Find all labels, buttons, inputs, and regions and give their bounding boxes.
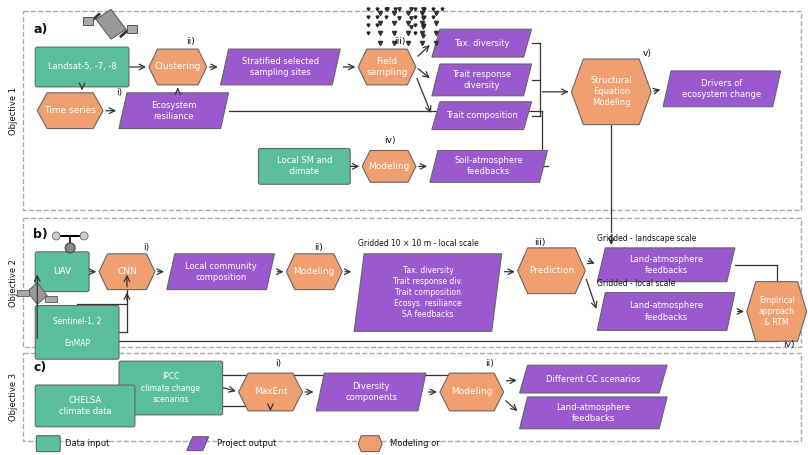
Text: Land-atmosphere
feedbacks: Land-atmosphere feedbacks: [556, 403, 630, 423]
Text: Different CC scenarios: Different CC scenarios: [546, 374, 641, 384]
Text: Modeling: Modeling: [293, 267, 335, 276]
Text: ii): ii): [314, 243, 322, 253]
FancyBboxPatch shape: [45, 296, 57, 302]
Text: Stratified selected
sampling sites: Stratified selected sampling sites: [242, 57, 319, 77]
Text: Modeling: Modeling: [451, 388, 492, 396]
Polygon shape: [520, 365, 667, 393]
Text: Gridded - local scale: Gridded - local scale: [597, 278, 675, 288]
Polygon shape: [166, 254, 275, 290]
Text: Sentinel-1, 2

EnMAP: Sentinel-1, 2 EnMAP: [53, 317, 101, 348]
Text: Objective 1: Objective 1: [9, 87, 18, 135]
Text: Empirical
approach
& RTM: Empirical approach & RTM: [759, 296, 795, 327]
Text: Tax. diversity: Tax. diversity: [454, 39, 510, 48]
Polygon shape: [149, 49, 207, 85]
Polygon shape: [432, 64, 532, 96]
Circle shape: [65, 243, 75, 253]
Text: Gridded - landscape scale: Gridded - landscape scale: [597, 234, 696, 243]
Polygon shape: [96, 10, 126, 39]
Text: Data input: Data input: [65, 439, 110, 448]
Polygon shape: [286, 254, 343, 290]
Text: a): a): [33, 23, 48, 36]
Circle shape: [80, 232, 88, 240]
FancyBboxPatch shape: [36, 305, 119, 359]
FancyBboxPatch shape: [36, 252, 89, 292]
Text: Trait composition: Trait composition: [446, 111, 518, 120]
Polygon shape: [432, 102, 532, 130]
Polygon shape: [362, 151, 416, 182]
Text: Soil-atmosphere
feedbacks: Soil-atmosphere feedbacks: [454, 157, 523, 177]
Polygon shape: [358, 49, 416, 85]
Polygon shape: [187, 437, 208, 450]
Text: iii): iii): [534, 238, 545, 248]
Text: Structural
Equation
Modeling: Structural Equation Modeling: [591, 76, 632, 107]
Text: Local SM and
climate: Local SM and climate: [276, 157, 332, 177]
Text: ii): ii): [486, 359, 494, 368]
Text: Gridded 10 × 10 m - local scale: Gridded 10 × 10 m - local scale: [358, 239, 479, 248]
Polygon shape: [571, 59, 651, 125]
Polygon shape: [238, 373, 302, 411]
Text: Ecosystem
resiliance: Ecosystem resiliance: [151, 101, 196, 121]
Text: CNN: CNN: [117, 267, 137, 276]
Text: Tax. diversity
Trait response div.
Trait composition
Ecosys. resiliance
SA feedb: Tax. diversity Trait response div. Trait…: [393, 266, 463, 319]
Text: Land-atmosphere
feedbacks: Land-atmosphere feedbacks: [629, 255, 703, 275]
Text: Modeling or: Modeling or: [390, 439, 440, 448]
Text: Trait response
diversity: Trait response diversity: [452, 70, 511, 90]
Polygon shape: [37, 93, 103, 129]
Polygon shape: [27, 283, 47, 304]
Text: Local community
composition: Local community composition: [185, 262, 256, 282]
FancyBboxPatch shape: [127, 25, 137, 33]
Text: iv): iv): [385, 136, 396, 145]
Polygon shape: [430, 151, 548, 182]
Polygon shape: [316, 373, 426, 411]
Text: MaxEnt: MaxEnt: [254, 388, 288, 396]
Text: UAV: UAV: [53, 267, 71, 276]
Text: Landsat-5, -7, -8: Landsat-5, -7, -8: [48, 62, 116, 71]
FancyBboxPatch shape: [17, 290, 29, 296]
Polygon shape: [358, 436, 382, 452]
Text: Field
sampling: Field sampling: [366, 57, 408, 77]
Text: Diversity
components: Diversity components: [345, 382, 397, 402]
Text: iii): iii): [394, 37, 406, 46]
Polygon shape: [597, 293, 734, 330]
Polygon shape: [432, 29, 532, 57]
FancyBboxPatch shape: [36, 47, 129, 87]
Polygon shape: [597, 248, 734, 282]
Text: i): i): [143, 243, 149, 253]
FancyBboxPatch shape: [36, 436, 60, 452]
Text: i): i): [116, 88, 122, 97]
Text: Objective 3: Objective 3: [9, 373, 18, 421]
Text: Modeling: Modeling: [368, 162, 410, 171]
Polygon shape: [440, 373, 503, 411]
Polygon shape: [747, 282, 806, 341]
Polygon shape: [663, 71, 781, 107]
Text: ii): ii): [187, 37, 195, 46]
FancyBboxPatch shape: [83, 17, 93, 25]
Text: iv): iv): [783, 340, 794, 349]
Text: IPCC
climate change
scenarios: IPCC climate change scenarios: [141, 372, 200, 404]
Polygon shape: [119, 93, 229, 129]
Text: i): i): [276, 359, 281, 368]
Text: Objective 2: Objective 2: [9, 258, 18, 307]
Text: Clustering: Clustering: [154, 62, 201, 71]
Text: v): v): [642, 49, 651, 58]
Polygon shape: [520, 397, 667, 429]
FancyBboxPatch shape: [36, 385, 135, 427]
Text: CHELSA
climate data: CHELSA climate data: [59, 396, 112, 416]
Text: Land-atmosphere
feedbacks: Land-atmosphere feedbacks: [629, 301, 703, 322]
Circle shape: [53, 232, 60, 240]
Text: Time series: Time series: [44, 106, 96, 115]
FancyBboxPatch shape: [259, 148, 350, 184]
FancyBboxPatch shape: [119, 361, 223, 415]
Text: b): b): [33, 228, 48, 241]
Polygon shape: [221, 49, 340, 85]
Text: Prediction: Prediction: [529, 266, 574, 275]
Text: Drivers of
ecosystem change: Drivers of ecosystem change: [682, 79, 761, 99]
Polygon shape: [518, 248, 585, 293]
Polygon shape: [99, 254, 155, 290]
Text: Project output: Project output: [217, 439, 276, 448]
Text: c): c): [33, 361, 47, 374]
Polygon shape: [354, 254, 502, 331]
